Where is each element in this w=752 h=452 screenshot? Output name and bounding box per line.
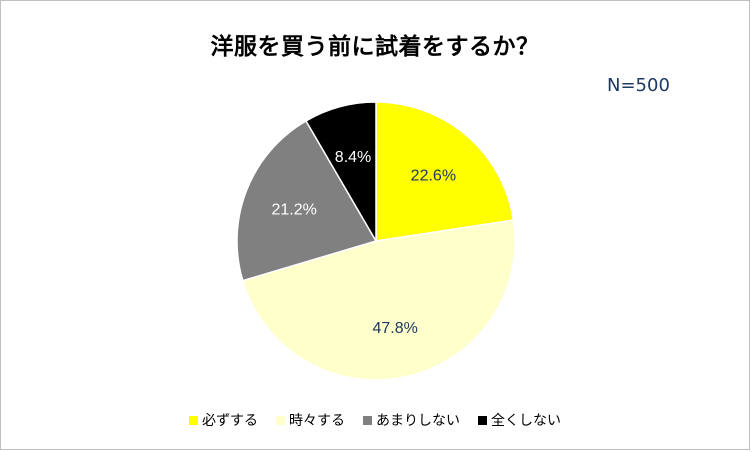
legend-label-never: 全くしない bbox=[491, 413, 561, 429]
pie-slice-sometimes bbox=[241, 219, 516, 381]
legend-item-sometimes: 時々する bbox=[276, 410, 345, 430]
legend-label-always: 必ずする bbox=[202, 413, 258, 429]
legend-swatch-always bbox=[189, 415, 198, 425]
pie-slice-never bbox=[304, 101, 377, 244]
pie-slice-rarely bbox=[236, 119, 378, 282]
data-label-sometimes: 47.8% bbox=[373, 320, 418, 337]
data-label-always: 22.6% bbox=[411, 167, 456, 184]
legend-label-rarely: あまりしない bbox=[376, 413, 460, 429]
legend-label-sometimes: 時々する bbox=[289, 413, 345, 429]
legend-swatch-sometimes bbox=[276, 415, 285, 425]
legend: 必ずする 時々する あまりしない 全くしない bbox=[1, 410, 749, 430]
sample-size-annotation: N=500 bbox=[607, 75, 670, 96]
data-label-never: 8.4% bbox=[335, 149, 371, 166]
legend-swatch-never bbox=[478, 415, 487, 425]
chart-title: 洋服を買う前に試着をするか？ bbox=[210, 34, 540, 60]
legend-item-always: 必ずする bbox=[189, 410, 258, 430]
legend-item-never: 全くしない bbox=[478, 410, 561, 430]
pie-slice-always bbox=[375, 101, 515, 242]
legend-item-rarely: あまりしない bbox=[363, 410, 460, 430]
legend-swatch-rarely bbox=[363, 415, 372, 425]
data-label-rarely: 21.2% bbox=[271, 202, 316, 219]
